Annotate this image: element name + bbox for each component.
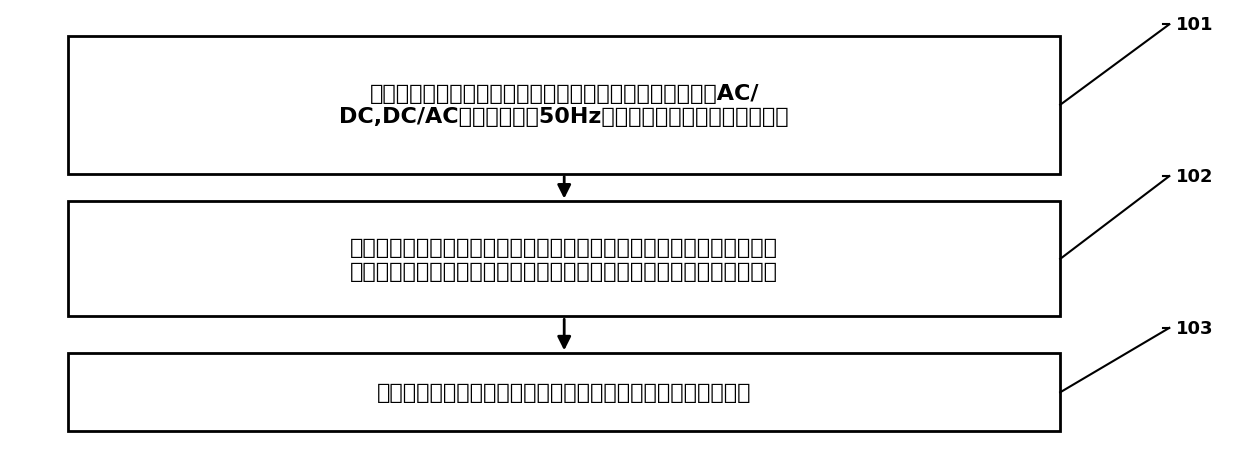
Text: 高频率的交流电通过发射线圈，将能量散发至周围空间，在空间中形成高
频的电磁场，经过多米诺中继线圈对能量进行定向传递，接收端收到能量: 高频率的交流电通过发射线圈，将能量散发至周围空间，在空间中形成高 频的电磁场，经…	[350, 238, 779, 281]
Text: 102: 102	[1176, 168, 1213, 186]
FancyBboxPatch shape	[68, 37, 1060, 174]
Text: 接收端收到能量后，进行电能变换处理，供给蓄电池和负载使用: 接收端收到能量后，进行电能变换处理，供给蓄电池和负载使用	[377, 382, 751, 403]
Text: 取能线圈通过电磁感应的方式从高压母线上取出能量，通过AC/
DC,DC/AC电压变换，把50Hz的交流电转换成高频率的交流电: 取能线圈通过电磁感应的方式从高压母线上取出能量，通过AC/ DC,DC/AC电压…	[340, 84, 789, 127]
Text: 101: 101	[1176, 16, 1213, 34]
FancyBboxPatch shape	[68, 202, 1060, 317]
Text: 103: 103	[1176, 319, 1213, 337]
FancyBboxPatch shape	[68, 353, 1060, 431]
